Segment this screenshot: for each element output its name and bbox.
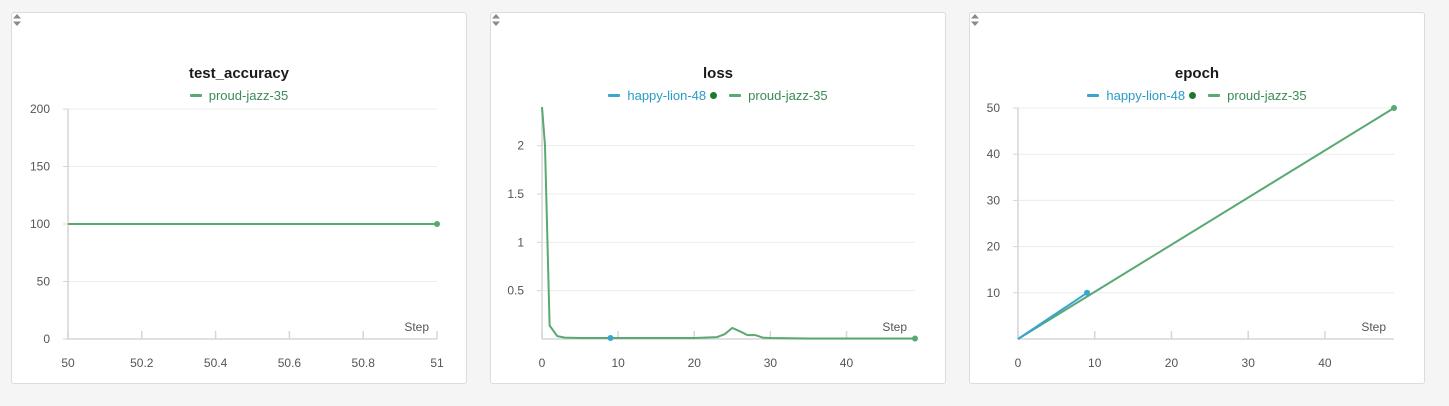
y-tick-label: 200	[30, 102, 50, 116]
x-tick-label: 0	[1015, 356, 1022, 370]
chart-title: test_accuracy	[188, 65, 290, 82]
x-tick-label: 50	[61, 356, 75, 370]
series-point-happy-lion-48[interactable]	[607, 335, 614, 342]
x-tick-label: 20	[688, 356, 702, 370]
x-tick-label: 40	[840, 356, 854, 370]
x-tick-label: 10	[611, 356, 625, 370]
x-tick-label: 50.2	[130, 356, 154, 370]
legend-swatch	[608, 94, 621, 97]
chart-panel-epoch[interactable]: 10 20 30 40 50 0 10 20 30 40 Step epoch happy-lion…	[969, 12, 1425, 384]
sort-updown-icon[interactable]	[491, 13, 501, 27]
legend-swatch	[729, 94, 742, 97]
y-tick-label: 100	[30, 217, 50, 231]
sort-updown-icon[interactable]	[12, 13, 22, 27]
y-tick-label: 30	[987, 193, 1001, 207]
series-point-proud-jazz-35[interactable]	[912, 335, 918, 342]
x-tick-label: 50.6	[278, 356, 302, 370]
y-tick-label: 50	[37, 275, 51, 289]
sort-updown-icon[interactable]	[970, 13, 980, 27]
y-tick-label: 50	[987, 101, 1001, 115]
legend-label: proud-jazz-35	[1227, 88, 1307, 103]
chart-svg-epoch: 10 20 30 40 50 0 10 20 30 40 Step	[987, 101, 1397, 370]
x-tick-label: 20	[1165, 356, 1179, 370]
series-line-proud-jazz-35[interactable]	[1017, 107, 1395, 340]
x-axis-label: Step	[404, 320, 429, 334]
y-tick-label: 20	[987, 240, 1001, 254]
legend-item-happy-lion-48[interactable]: happy-lion-48	[608, 88, 718, 103]
chart-svg-test-accuracy: 0 50 100 150 200 50 50.2 50.4 50.6 50.8 51 Step	[30, 102, 444, 370]
legend-label: happy-lion-48	[627, 88, 707, 103]
chart-title: loss	[702, 65, 733, 82]
y-tick-label: 0	[43, 332, 50, 346]
series-line-happy-lion-48[interactable]	[1017, 291, 1088, 340]
x-axis-label: Step	[1361, 320, 1386, 334]
series-point-proud-jazz-35[interactable]	[434, 221, 440, 227]
y-tick-label: 150	[30, 160, 50, 174]
legend-swatch	[189, 94, 202, 97]
chart-legend: proud-jazz-35	[12, 88, 466, 103]
chart-panel-loss[interactable]: 0.5 1 1.5 2 0 10 20 30 40 Step loss happy-lion-48…	[490, 12, 946, 384]
x-tick-label: 50.8	[352, 356, 376, 370]
status-dot-icon	[1189, 92, 1197, 99]
x-tick-label: 10	[1088, 356, 1102, 370]
series-point-happy-lion-48[interactable]	[1084, 289, 1091, 296]
legend-label: proud-jazz-35	[748, 88, 828, 103]
chart-legend: happy-lion-48 proud-jazz-35	[970, 88, 1424, 103]
x-tick-label: 30	[1242, 356, 1256, 370]
y-tick-label: 10	[987, 286, 1001, 300]
x-tick-label: 40	[1318, 356, 1332, 370]
legend-item-proud-jazz-35[interactable]: proud-jazz-35	[189, 88, 289, 103]
y-tick-label: 2	[517, 139, 524, 153]
chart-legend: happy-lion-48 proud-jazz-35	[491, 88, 945, 103]
x-tick-label: 30	[764, 356, 778, 370]
status-dot-icon	[710, 92, 718, 99]
chart-title: epoch	[1174, 65, 1220, 82]
x-tick-label: 0	[539, 356, 546, 370]
legend-swatch	[1087, 94, 1100, 97]
legend-label: proud-jazz-35	[208, 88, 289, 103]
y-tick-label: 1	[517, 235, 524, 249]
legend-label: happy-lion-48	[1106, 88, 1186, 103]
legend-item-happy-lion-48[interactable]: happy-lion-48	[1087, 88, 1197, 103]
legend-swatch	[1208, 94, 1221, 97]
y-tick-label: 1.5	[507, 187, 524, 201]
x-tick-label: 51	[430, 356, 444, 370]
legend-item-proud-jazz-35[interactable]: proud-jazz-35	[729, 88, 828, 103]
y-tick-label: 0.5	[507, 284, 524, 298]
chart-panel-test-accuracy[interactable]: 0 50 100 150 200 50 50.2 50.4 50.6 50.8 51 Step tes…	[11, 12, 467, 384]
legend-item-proud-jazz-35[interactable]: proud-jazz-35	[1208, 88, 1307, 103]
x-axis-label: Step	[882, 320, 907, 334]
series-line-proud-jazz-35[interactable]	[541, 106, 915, 340]
series-point-proud-jazz-35[interactable]	[1391, 105, 1397, 111]
x-tick-label: 50.4	[204, 356, 228, 370]
y-tick-label: 40	[987, 147, 1001, 161]
